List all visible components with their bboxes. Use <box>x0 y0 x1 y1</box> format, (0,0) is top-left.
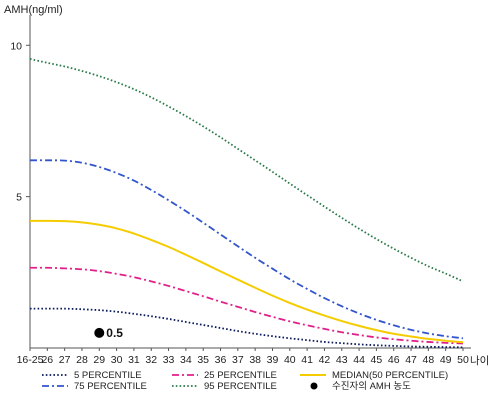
x-tick-label: 32 <box>145 354 157 366</box>
legend-label-median-50-percentile: MEDIAN(50 PERCENTILE) <box>332 370 448 381</box>
x-tick-label: 29 <box>93 354 105 366</box>
x-tick-label: 27 <box>59 354 71 366</box>
x-tick-label: 31 <box>128 354 140 366</box>
series-line-25-percentile <box>29 266 464 345</box>
x-tick-label: 50 <box>457 354 469 366</box>
legend-label-75-percentile: 75 PERCENTILE <box>74 381 147 392</box>
y-tick-label: 10 <box>10 40 22 52</box>
y-tick-label: 5 <box>16 192 22 204</box>
x-tick-label: 43 <box>336 354 348 366</box>
x-tick-label: 16-25 <box>17 354 44 366</box>
legend-label-patient-amh: 수진자의 AMH 농도 <box>332 381 411 392</box>
legend: 5 PERCENTILE 25 PERCENTILE MEDIAN(50 PERCE… <box>42 370 448 392</box>
legend-swatch-patient-amh <box>310 382 318 390</box>
x-tick-label: 40 <box>284 354 296 366</box>
x-tick-label: 34 <box>180 354 192 366</box>
patient-amh-value-label: 0.5 <box>106 326 123 340</box>
series-line-5-percentile <box>29 307 464 349</box>
x-tick-label: 28 <box>76 354 88 366</box>
x-tick-label: 42 <box>319 354 331 366</box>
x-tick-label: 41 <box>301 354 313 366</box>
x-tick-label: 44 <box>353 354 365 366</box>
axes <box>29 15 471 349</box>
x-tick-label: 48 <box>423 354 435 366</box>
x-tick-label: 47 <box>405 354 417 366</box>
x-tick-label: 30 <box>111 354 123 366</box>
y-ticks: 10 5 <box>10 40 30 204</box>
x-axis-label: 나이 <box>470 355 489 367</box>
series-line-75-percentile <box>29 159 464 340</box>
y-axis-label: AMH(ng/ml) <box>4 4 63 16</box>
x-tick-label: 37 <box>232 354 244 366</box>
x-tick-label: 49 <box>440 354 452 366</box>
x-tick-label: 33 <box>163 354 175 366</box>
legend-label-95-percentile: 95 PERCENTILE <box>204 381 277 392</box>
patient-amh-point <box>94 327 105 338</box>
x-tick-label: 36 <box>215 354 227 366</box>
series-lines <box>29 58 464 349</box>
x-tick-label: 38 <box>249 354 261 366</box>
x-tick-label: 46 <box>388 354 400 366</box>
series-line-median-50-percentile <box>29 219 464 344</box>
patient-marker: 0.5 <box>94 326 123 340</box>
x-tick-label: 35 <box>197 354 209 366</box>
x-tick-label: 26 <box>41 354 53 366</box>
x-tick-label: 39 <box>267 354 279 366</box>
series-line-95-percentile <box>29 58 464 283</box>
legend-label-5-percentile: 5 PERCENTILE <box>74 370 142 381</box>
x-tick-label: 45 <box>371 354 383 366</box>
legend-label-25-percentile: 25 PERCENTILE <box>204 370 277 381</box>
